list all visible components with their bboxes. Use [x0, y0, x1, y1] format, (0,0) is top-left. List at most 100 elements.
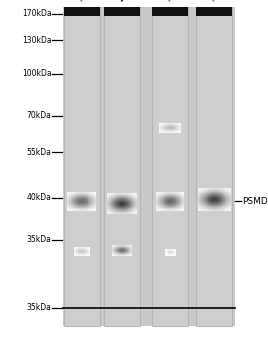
- Bar: [228, 196, 229, 197]
- Bar: [175, 195, 176, 196]
- Bar: [131, 200, 132, 201]
- Bar: [74, 196, 75, 197]
- Bar: [77, 197, 78, 198]
- Bar: [220, 202, 221, 203]
- Bar: [131, 201, 132, 202]
- Bar: [80, 198, 81, 199]
- Bar: [180, 205, 181, 206]
- Bar: [208, 199, 209, 200]
- Bar: [230, 195, 231, 196]
- Bar: [214, 201, 215, 202]
- Bar: [209, 189, 210, 190]
- Bar: [79, 206, 80, 207]
- Bar: [212, 202, 213, 203]
- Bar: [208, 196, 209, 197]
- Bar: [111, 201, 112, 202]
- Bar: [224, 189, 225, 190]
- Bar: [69, 202, 70, 203]
- Bar: [223, 209, 224, 210]
- Bar: [93, 206, 94, 207]
- Bar: [177, 197, 178, 198]
- Bar: [68, 207, 69, 208]
- Bar: [199, 193, 200, 194]
- Bar: [225, 206, 226, 207]
- Bar: [127, 203, 128, 204]
- Bar: [114, 208, 115, 209]
- Bar: [70, 202, 71, 203]
- Bar: [127, 194, 128, 195]
- Bar: [198, 188, 199, 189]
- Bar: [108, 199, 109, 200]
- Bar: [158, 194, 159, 195]
- Bar: [166, 205, 167, 206]
- Bar: [133, 204, 134, 205]
- Bar: [156, 196, 157, 197]
- Bar: [73, 209, 74, 210]
- Bar: [199, 208, 200, 209]
- Bar: [175, 208, 176, 209]
- Bar: [123, 208, 124, 209]
- Bar: [125, 206, 126, 207]
- Bar: [93, 199, 94, 200]
- Bar: [87, 206, 88, 207]
- Bar: [199, 190, 200, 191]
- Bar: [205, 193, 206, 194]
- Bar: [205, 203, 206, 204]
- Bar: [124, 200, 125, 201]
- Bar: [160, 208, 161, 209]
- Bar: [74, 197, 75, 198]
- Bar: [211, 202, 212, 203]
- Bar: [206, 205, 207, 206]
- Bar: [74, 201, 75, 202]
- Bar: [79, 195, 80, 196]
- Bar: [69, 205, 70, 206]
- Bar: [74, 206, 75, 207]
- Bar: [123, 196, 124, 197]
- Bar: [84, 197, 85, 198]
- Bar: [80, 207, 81, 208]
- Bar: [109, 212, 110, 213]
- Bar: [199, 202, 200, 203]
- Bar: [71, 193, 72, 194]
- Bar: [211, 208, 212, 209]
- Bar: [229, 201, 230, 202]
- Bar: [210, 200, 211, 201]
- Bar: [129, 206, 130, 207]
- Bar: [171, 207, 172, 208]
- Bar: [208, 205, 209, 206]
- Bar: [129, 205, 130, 206]
- Bar: [157, 195, 158, 196]
- Bar: [67, 200, 68, 201]
- Bar: [70, 205, 71, 206]
- Bar: [210, 193, 211, 194]
- Bar: [114, 206, 115, 207]
- Bar: [79, 209, 80, 210]
- Bar: [108, 196, 109, 197]
- Bar: [118, 206, 119, 207]
- Bar: [199, 200, 200, 201]
- Bar: [226, 207, 228, 208]
- Bar: [224, 201, 225, 202]
- Bar: [218, 193, 219, 194]
- Bar: [179, 205, 180, 206]
- Bar: [219, 195, 220, 196]
- Bar: [75, 207, 76, 208]
- Bar: [201, 209, 202, 210]
- Bar: [198, 198, 199, 199]
- Bar: [214, 209, 215, 210]
- Bar: [133, 202, 134, 203]
- Bar: [88, 206, 90, 207]
- Bar: [73, 201, 74, 202]
- Bar: [132, 208, 133, 209]
- Bar: [92, 210, 93, 211]
- Bar: [123, 202, 124, 203]
- Bar: [94, 205, 95, 206]
- Bar: [129, 212, 130, 213]
- Bar: [68, 206, 69, 207]
- Bar: [104, 7, 140, 326]
- Bar: [175, 207, 176, 208]
- Bar: [85, 203, 87, 204]
- Bar: [128, 209, 129, 210]
- Bar: [67, 210, 68, 211]
- Bar: [218, 202, 219, 203]
